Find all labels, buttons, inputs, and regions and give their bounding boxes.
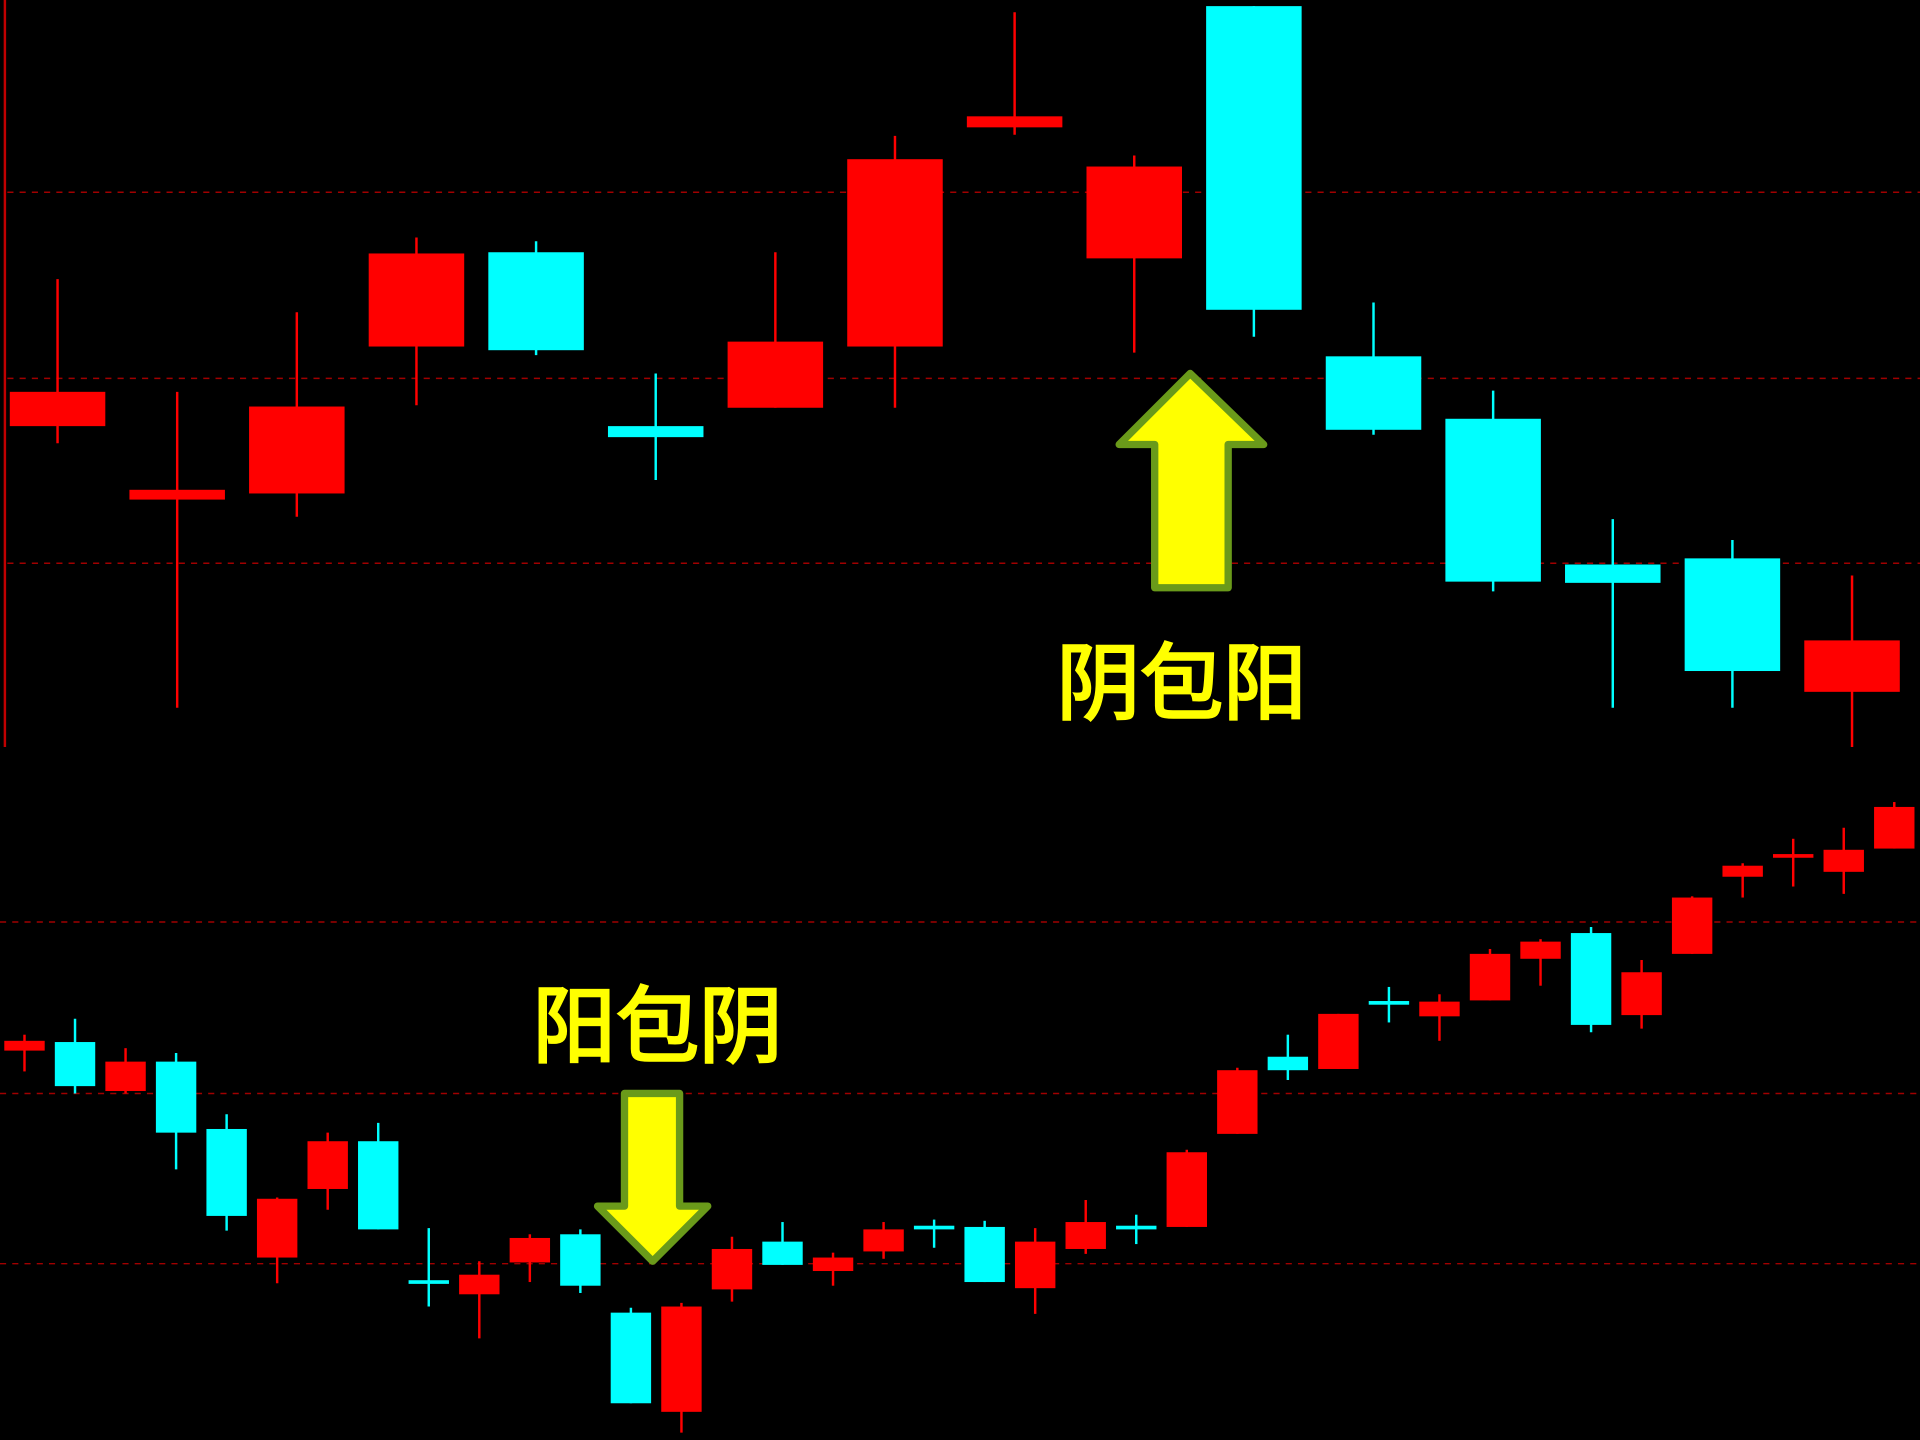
candle-body (488, 252, 584, 351)
candle-body (1419, 1001, 1460, 1017)
candle-body (1823, 849, 1864, 872)
candle-body (1086, 166, 1182, 259)
arrow (593, 1089, 712, 1265)
candle-body (1267, 1056, 1309, 1071)
candle-body (155, 1061, 197, 1133)
candle-body (129, 489, 225, 500)
candle-body (812, 1257, 854, 1272)
candle-body (1773, 854, 1814, 858)
candle-body (1206, 6, 1302, 310)
candle-body (1520, 941, 1561, 959)
candle-body (105, 1061, 146, 1092)
annotation: 阳包阴 (533, 979, 783, 1076)
candle-body (1621, 972, 1662, 1016)
candle-body (913, 1225, 955, 1230)
candle-body (1469, 953, 1511, 1001)
candle-body (1116, 1225, 1157, 1230)
arrow (1115, 369, 1268, 592)
candle-body (1014, 1241, 1056, 1289)
candle-body (966, 116, 1063, 128)
candle-body (256, 1198, 298, 1258)
candle-body (368, 253, 465, 347)
candle-body (964, 1226, 1005, 1283)
candle-body (408, 1280, 449, 1284)
candle-body (1217, 1070, 1258, 1134)
candle-body (4, 1040, 45, 1051)
candle-body (509, 1237, 551, 1263)
candle-body (307, 1141, 348, 1189)
candle-body (661, 1306, 702, 1412)
candle-body (1570, 933, 1612, 1025)
candle-body (1671, 897, 1713, 954)
candle-body (1065, 1222, 1106, 1249)
candle-body (206, 1128, 247, 1216)
candle-body (1368, 1001, 1410, 1005)
candle-body (863, 1229, 904, 1252)
candle-body (560, 1234, 601, 1286)
candle-body (54, 1042, 96, 1087)
candle-body (1722, 865, 1763, 877)
candle-body (711, 1248, 753, 1290)
candle-body (610, 1312, 652, 1404)
candle-body (1684, 558, 1781, 672)
candle-body (1445, 418, 1541, 582)
candle-body (1804, 640, 1900, 692)
candle-body (358, 1141, 399, 1230)
candle-body (847, 159, 943, 347)
candle-body (1166, 1152, 1207, 1227)
candle-body (249, 406, 345, 494)
candle-body (9, 391, 106, 427)
candle-body (1874, 806, 1915, 849)
candle-body (727, 341, 824, 408)
candle-body (1318, 1013, 1359, 1069)
annotation: 阴包阳 (1057, 636, 1307, 733)
candle-body (762, 1241, 803, 1265)
candle-body (1565, 564, 1661, 583)
candle-body (459, 1274, 500, 1295)
candle-body (1325, 356, 1422, 430)
candle-body (607, 426, 704, 438)
